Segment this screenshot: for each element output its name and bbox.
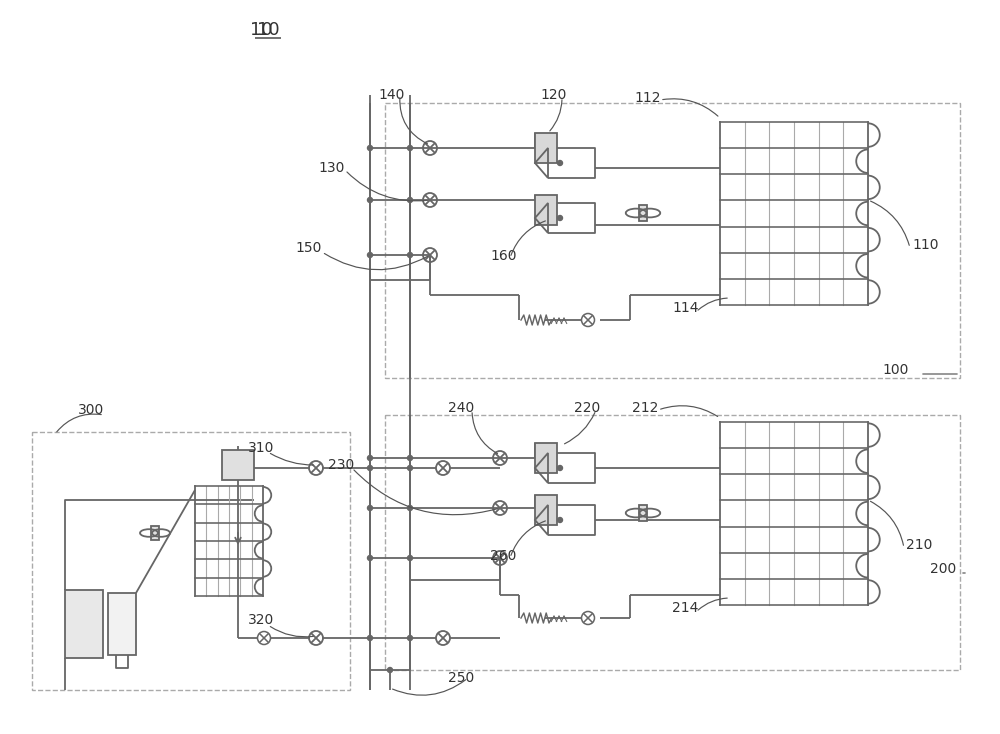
Text: 112: 112 bbox=[634, 91, 660, 105]
Circle shape bbox=[408, 252, 413, 258]
Text: 250: 250 bbox=[448, 671, 474, 685]
Bar bbox=[385, 415, 960, 670]
Text: 240: 240 bbox=[448, 401, 474, 415]
Circle shape bbox=[408, 556, 413, 561]
Text: 100: 100 bbox=[882, 363, 908, 377]
Text: 260: 260 bbox=[490, 549, 516, 563]
Circle shape bbox=[408, 506, 413, 511]
Bar bbox=[535, 495, 557, 525]
Bar bbox=[65, 590, 103, 658]
Text: 320: 320 bbox=[248, 613, 274, 627]
Circle shape bbox=[388, 667, 392, 672]
Text: 130: 130 bbox=[318, 161, 344, 175]
Bar bbox=[535, 443, 557, 473]
Bar bbox=[535, 195, 557, 225]
Text: 10: 10 bbox=[257, 21, 279, 39]
Bar bbox=[535, 133, 557, 163]
Circle shape bbox=[368, 197, 372, 203]
Bar bbox=[222, 450, 254, 480]
Circle shape bbox=[558, 161, 562, 165]
Circle shape bbox=[558, 517, 562, 523]
Bar bbox=[151, 526, 159, 540]
Text: 212: 212 bbox=[632, 401, 658, 415]
Text: 120: 120 bbox=[540, 88, 566, 102]
Circle shape bbox=[408, 145, 413, 150]
Text: 230: 230 bbox=[328, 458, 354, 472]
Circle shape bbox=[408, 197, 413, 203]
Circle shape bbox=[558, 216, 562, 220]
Circle shape bbox=[368, 456, 372, 460]
Text: 200: 200 bbox=[930, 562, 956, 576]
Circle shape bbox=[368, 636, 372, 641]
Circle shape bbox=[408, 456, 413, 460]
Text: 214: 214 bbox=[672, 601, 698, 615]
Circle shape bbox=[558, 465, 562, 470]
Bar bbox=[385, 103, 960, 378]
Text: 220: 220 bbox=[574, 401, 600, 415]
Bar bbox=[639, 505, 647, 521]
Circle shape bbox=[408, 636, 413, 641]
Text: 300: 300 bbox=[78, 403, 104, 417]
Circle shape bbox=[368, 145, 372, 150]
Bar bbox=[108, 593, 136, 655]
Bar bbox=[32, 432, 350, 690]
Circle shape bbox=[368, 252, 372, 258]
Text: 150: 150 bbox=[295, 241, 321, 255]
Text: 160: 160 bbox=[490, 249, 516, 263]
Text: 10: 10 bbox=[250, 21, 272, 39]
Text: 210: 210 bbox=[906, 538, 932, 552]
Text: 114: 114 bbox=[672, 301, 698, 315]
Text: 140: 140 bbox=[378, 88, 404, 102]
Circle shape bbox=[408, 465, 413, 470]
Circle shape bbox=[368, 465, 372, 470]
Text: 110: 110 bbox=[912, 238, 938, 252]
Bar bbox=[639, 205, 647, 221]
Circle shape bbox=[368, 506, 372, 511]
Circle shape bbox=[368, 556, 372, 561]
Text: 310: 310 bbox=[248, 441, 274, 455]
